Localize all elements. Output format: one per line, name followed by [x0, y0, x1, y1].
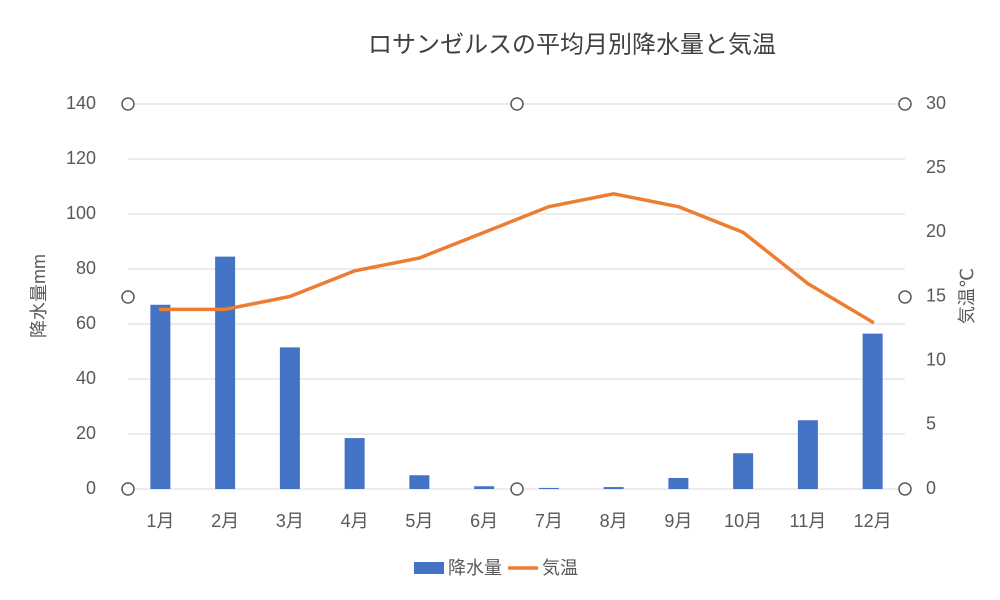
- x-tick-label: 5月: [405, 511, 433, 531]
- legend-label: 気温: [542, 558, 578, 578]
- x-tick-label: 10月: [724, 511, 762, 531]
- bar: [215, 256, 236, 489]
- y2-tick-label: 20: [926, 221, 946, 241]
- y2-tick-label: 25: [926, 157, 946, 177]
- selection-handle: [121, 97, 135, 111]
- y2-tick-label: 30: [926, 93, 946, 113]
- x-tick-label: 12月: [854, 511, 892, 531]
- x-tick-label: 7月: [535, 511, 563, 531]
- x-tick-label: 11月: [790, 511, 827, 531]
- selection-handle: [121, 482, 135, 496]
- y2-tick-label: 15: [926, 285, 946, 305]
- selection-handles: [121, 97, 912, 496]
- selection-handle: [510, 97, 524, 111]
- x-tick-label: 6月: [470, 511, 498, 531]
- legend-swatch: [414, 562, 444, 574]
- bar: [603, 487, 624, 489]
- x-tick-label: 9月: [664, 511, 692, 531]
- selection-handle: [510, 482, 524, 496]
- bar: [344, 438, 365, 489]
- y-tick-label: 60: [76, 313, 96, 333]
- legend: 降水量 気温: [414, 558, 578, 578]
- x-tick-label: 8月: [600, 511, 628, 531]
- bar: [733, 453, 754, 489]
- bar: [862, 333, 883, 489]
- y-tick-label: 140: [66, 93, 96, 113]
- y-tick-label: 40: [76, 368, 96, 388]
- bar: [474, 486, 495, 489]
- y-tick-label: 80: [76, 258, 96, 278]
- bar: [279, 347, 300, 489]
- x-tick-label: 1月: [146, 511, 174, 531]
- selection-handle: [898, 97, 912, 111]
- x-tick-label: 3月: [276, 511, 304, 531]
- x-tick-label: 2月: [211, 511, 239, 531]
- bar: [797, 420, 818, 489]
- y-tick-label: 120: [66, 148, 96, 168]
- bar: [538, 487, 559, 489]
- bar: [668, 478, 689, 489]
- y2-tick-label: 5: [926, 414, 936, 434]
- selection-handle: [121, 290, 135, 304]
- plot-area: 0 20 40 60 80 100 120 140 0 5 10 15 20 25 30 1月 2月 3月 4月 5月…: [66, 93, 946, 531]
- y2-axis-title: 気温℃: [957, 268, 977, 324]
- y-axis-title: 降水量mm: [29, 254, 49, 338]
- line: [158, 192, 875, 324]
- legend-label: 降水量: [448, 558, 502, 578]
- bar: [150, 304, 171, 489]
- y-tick-label: 20: [76, 423, 96, 443]
- selection-handle: [898, 290, 912, 304]
- y-tick-label: 100: [66, 203, 96, 223]
- y2-tick-label: 10: [926, 349, 946, 369]
- y-tick-label: 0: [86, 478, 96, 498]
- bar: [409, 475, 430, 489]
- x-tick-label: 4月: [341, 511, 369, 531]
- chart-title: ロサンゼルスの平均月別降水量と気温: [368, 31, 776, 58]
- selection-handle: [898, 482, 912, 496]
- y2-tick-label: 0: [926, 478, 936, 498]
